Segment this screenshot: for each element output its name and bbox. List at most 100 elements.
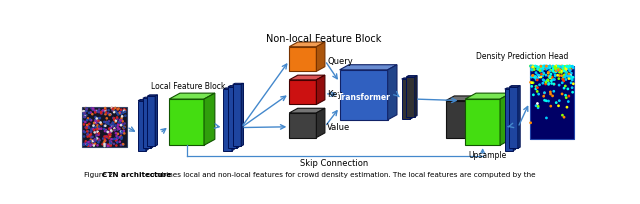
Point	[530, 65, 540, 68]
Point	[541, 81, 551, 84]
Point	[108, 109, 118, 112]
Point	[566, 78, 577, 81]
Polygon shape	[509, 86, 520, 87]
Point	[112, 116, 122, 120]
Text: Density Prediction Head: Density Prediction Head	[476, 52, 568, 61]
Point	[104, 133, 114, 136]
Point	[88, 141, 98, 144]
Point	[540, 92, 550, 95]
Point	[543, 72, 554, 75]
Point	[561, 96, 572, 100]
Point	[105, 131, 115, 134]
Polygon shape	[316, 76, 325, 105]
Point	[99, 124, 109, 128]
Point	[110, 137, 120, 141]
Polygon shape	[289, 76, 325, 80]
Polygon shape	[289, 113, 316, 138]
Point	[105, 135, 115, 138]
Point	[551, 71, 561, 74]
Point	[528, 82, 538, 85]
Point	[119, 132, 129, 135]
Point	[100, 139, 111, 143]
Point	[545, 75, 556, 78]
Point	[547, 82, 557, 86]
Point	[83, 141, 93, 144]
Point	[540, 83, 550, 86]
Polygon shape	[505, 90, 513, 151]
Point	[531, 86, 541, 89]
Point	[109, 143, 119, 146]
Polygon shape	[143, 99, 150, 149]
Point	[534, 69, 544, 72]
Point	[538, 82, 548, 85]
Point	[79, 116, 90, 119]
Point	[564, 95, 574, 98]
Text: Query: Query	[327, 57, 353, 66]
Point	[86, 128, 97, 131]
Point	[538, 66, 548, 70]
Point	[92, 133, 102, 136]
Point	[92, 128, 102, 131]
Point	[110, 107, 120, 110]
Point	[78, 143, 88, 146]
Point	[545, 91, 556, 94]
Point	[527, 69, 537, 72]
Point	[111, 135, 122, 138]
Point	[552, 74, 563, 78]
Point	[84, 126, 94, 130]
Point	[100, 108, 110, 111]
Point	[559, 68, 569, 72]
Point	[118, 130, 129, 133]
Point	[120, 114, 131, 118]
Point	[100, 109, 110, 112]
Point	[117, 130, 127, 133]
Point	[566, 82, 576, 85]
Point	[79, 110, 90, 114]
Point	[95, 117, 105, 120]
Point	[541, 117, 552, 120]
Point	[555, 66, 565, 69]
Point	[562, 65, 572, 68]
Point	[102, 145, 113, 148]
Point	[93, 139, 104, 142]
Point	[528, 69, 538, 72]
Point	[116, 117, 127, 120]
Point	[527, 66, 538, 69]
Polygon shape	[143, 98, 153, 99]
Point	[107, 124, 117, 128]
Point	[83, 144, 93, 147]
Point	[563, 66, 573, 69]
Point	[91, 139, 101, 142]
Point	[106, 127, 116, 130]
Point	[109, 119, 119, 122]
Point	[545, 76, 555, 80]
Point	[565, 76, 575, 80]
Point	[558, 66, 568, 69]
Point	[79, 131, 90, 134]
Point	[106, 130, 116, 133]
Point	[106, 138, 116, 141]
Point	[549, 83, 559, 86]
Point	[554, 100, 564, 103]
Point	[532, 90, 542, 94]
Point	[530, 75, 540, 78]
Point	[528, 94, 538, 97]
Point	[108, 121, 118, 125]
Point	[544, 67, 554, 70]
Polygon shape	[233, 85, 241, 146]
Point	[101, 111, 111, 115]
Point	[116, 135, 126, 138]
Point	[540, 92, 550, 95]
Point	[561, 65, 572, 69]
Point	[557, 65, 568, 68]
Point	[533, 66, 543, 69]
Point	[105, 113, 115, 116]
Point	[97, 143, 108, 146]
Point	[103, 122, 113, 126]
Point	[527, 74, 538, 78]
Point	[119, 108, 129, 111]
Point	[532, 77, 543, 80]
Point	[562, 106, 572, 109]
Point	[92, 121, 102, 124]
Point	[105, 114, 115, 117]
